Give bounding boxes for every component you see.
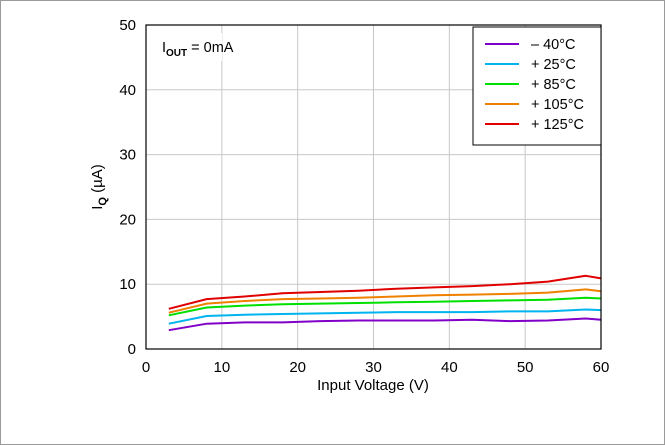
x-tick-label: 60 — [593, 359, 610, 376]
y-tick-label: 0 — [128, 341, 136, 358]
series-line — [168, 274, 602, 310]
y-axis-label: IQ (µA) — [89, 164, 109, 210]
annotation-box — [156, 33, 222, 61]
y-tick-label: 10 — [119, 276, 136, 293]
y-tick-label: 50 — [119, 17, 136, 34]
series-line — [168, 296, 602, 317]
series-group — [168, 274, 602, 332]
y-tick-label: 20 — [119, 211, 136, 228]
y-tick-label: 30 — [119, 147, 136, 164]
legend-box — [472, 26, 602, 146]
x-tick-label: 30 — [365, 359, 382, 376]
legend-label: + 125°C — [531, 117, 584, 133]
legend-label: + 105°C — [531, 97, 584, 113]
plot-frame — [145, 24, 602, 350]
legend-label: – 40°C — [531, 37, 576, 53]
series-line — [168, 308, 602, 325]
x-tick-label: 40 — [441, 359, 458, 376]
series-line — [168, 288, 602, 314]
grid — [146, 25, 601, 349]
x-tick-label: 50 — [517, 359, 534, 376]
legend-label: + 85°C — [531, 77, 576, 93]
x-axis-ticks: 0 10 20 30 40 50 60 — [142, 359, 610, 376]
legend-label: + 25°C — [531, 57, 576, 73]
load-current-annotation: IOUT = 0mA — [162, 40, 234, 59]
x-axis-label: Input Voltage (V) — [317, 377, 429, 394]
x-tick-label: 0 — [142, 359, 150, 376]
y-axis-ticks: 0 10 20 30 40 50 — [119, 17, 136, 358]
x-tick-label: 10 — [213, 359, 230, 376]
series-line — [168, 317, 602, 332]
x-tick-label: 20 — [289, 359, 306, 376]
legend: – 40°C + 25°C + 85°C + 105°C + 125°C — [472, 26, 602, 146]
y-tick-label: 40 — [119, 82, 136, 99]
